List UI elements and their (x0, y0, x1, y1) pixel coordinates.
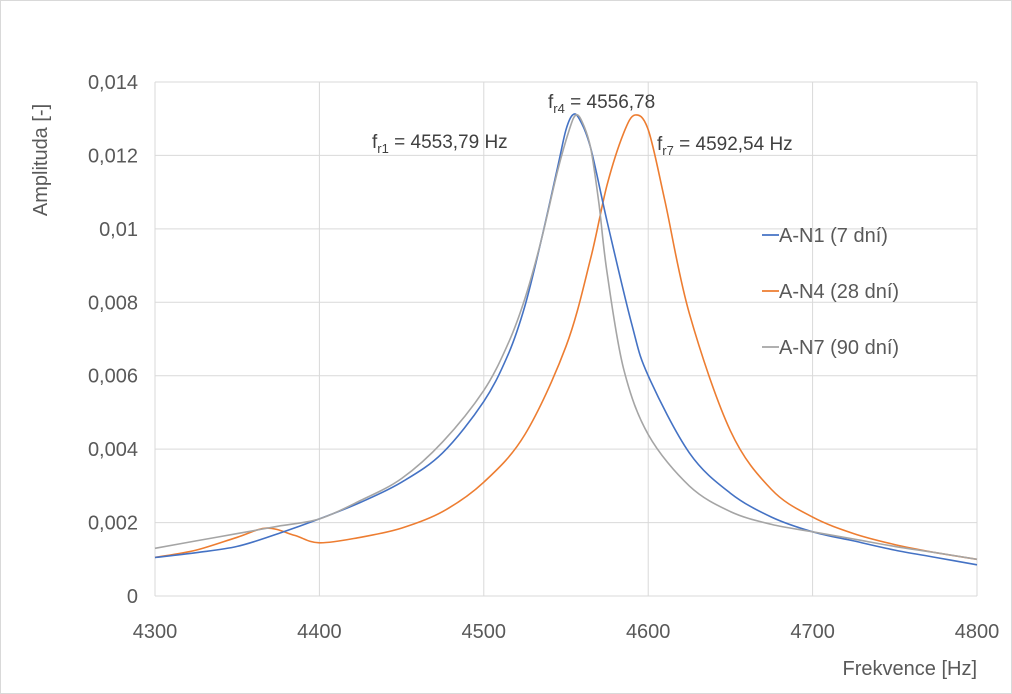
y-tick-label: 0 (127, 586, 138, 608)
series-lines (154, 113, 978, 566)
y-tick-label: 0,006 (88, 366, 138, 388)
y-tick-label: 0,008 (88, 292, 138, 314)
x-tick-label: 4300 (133, 621, 178, 643)
y-tick-label: 0,002 (88, 513, 138, 535)
y-tick-label: 0,01 (99, 219, 138, 241)
gridlines (154, 81, 978, 597)
y-tick-label: 0,012 (88, 145, 138, 167)
x-tick-label: 4800 (955, 621, 1000, 643)
x-tick-label: 4500 (462, 621, 507, 643)
x-tick-label: 4400 (297, 621, 342, 643)
peak-annotation: fr4 = 4556,78 (548, 92, 655, 116)
series-line-2 (154, 114, 978, 561)
legend: A-N1 (7 dní) A-N4 (28 dní) A-N7 (90 dní) (762, 225, 899, 359)
y-tick-label: 0,014 (88, 72, 138, 94)
x-tick-label: 4600 (626, 621, 671, 643)
peak-annotation: fr7 = 4592,54 Hz (657, 134, 793, 158)
x-axis-title: Frekvence [Hz] (843, 658, 977, 680)
y-tick-label: 0,004 (88, 439, 138, 461)
tick-labels: 0 0,002 0,004 0,006 0,008 0,01 0,012 0,014 4300 4… (88, 72, 999, 643)
legend-label: A-N1 (7 dní) (779, 225, 888, 247)
peak-annotation: fr1 = 4553,79 Hz (372, 132, 508, 156)
series-line-1 (154, 113, 978, 566)
legend-label: A-N7 (90 dní) (779, 337, 899, 359)
x-tick-label: 4700 (790, 621, 835, 643)
legend-label: A-N4 (28 dní) (779, 281, 899, 303)
y-axis-title: Amplituda [-] (30, 104, 52, 216)
series-line-3 (154, 113, 978, 561)
